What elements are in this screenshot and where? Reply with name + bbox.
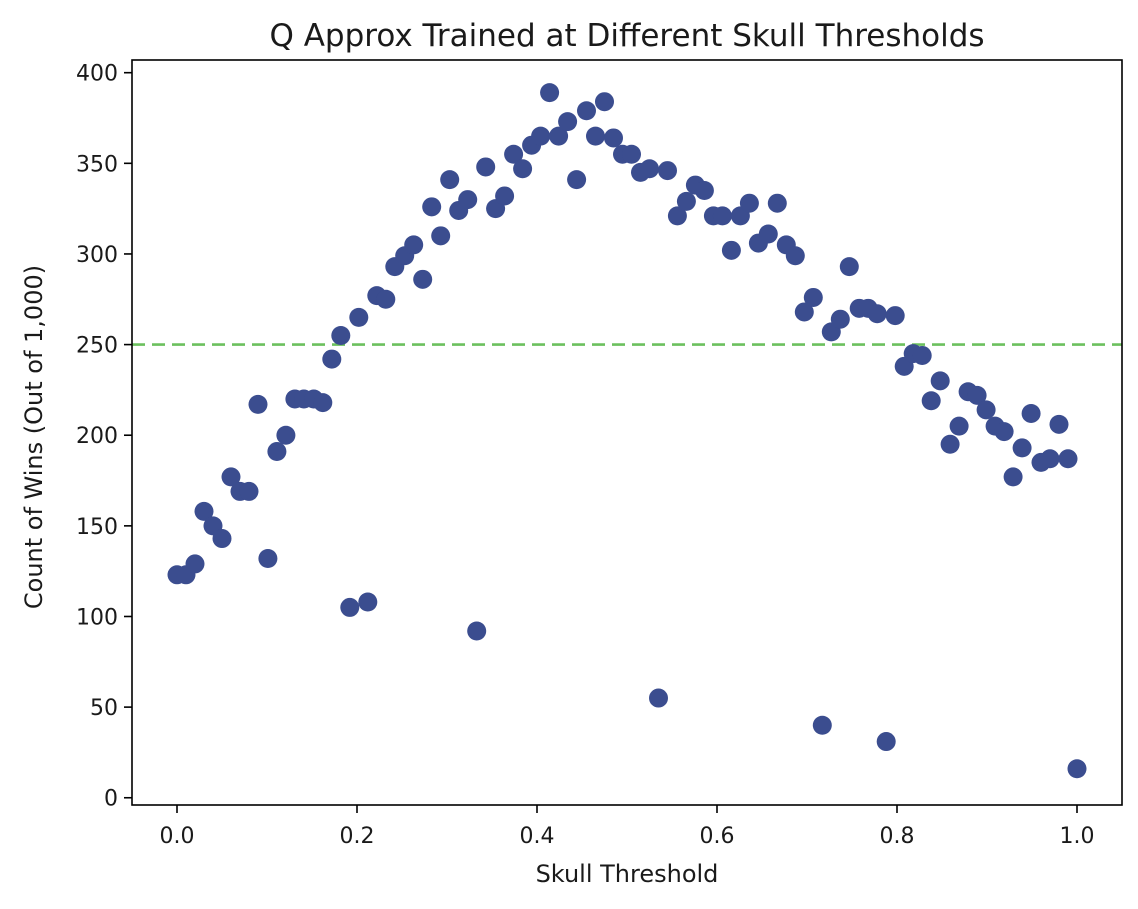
data-point: [930, 371, 950, 391]
data-point: [940, 434, 960, 454]
data-point: [513, 159, 533, 179]
data-point: [912, 345, 932, 365]
data-point: [1021, 403, 1041, 423]
data-point: [267, 442, 287, 462]
data-point: [694, 181, 714, 201]
data-point: [431, 226, 451, 246]
data-point: [885, 306, 905, 326]
data-point: [921, 391, 941, 411]
data-point: [476, 157, 496, 177]
data-point: [1058, 449, 1078, 469]
data-point: [721, 240, 741, 260]
y-tick-label: 250: [76, 334, 118, 359]
data-point: [258, 548, 278, 568]
data-point: [404, 235, 424, 255]
axes: 0.0 0.2 0.4 0.6 0.8 1.0 0 50 100 150 200 250 300 350 4…: [76, 59, 1123, 849]
data-point: [358, 592, 378, 612]
data-point: [803, 287, 823, 307]
data-point: [1012, 438, 1032, 458]
data-point: [812, 715, 832, 735]
x-axis-label: Skull Threshold: [536, 860, 719, 888]
data-point: [331, 326, 351, 346]
data-point: [649, 688, 668, 708]
data-point: [322, 349, 342, 369]
data-point: [349, 307, 369, 327]
data-point: [676, 191, 696, 211]
data-point: [604, 128, 623, 148]
data-point: [276, 425, 296, 445]
data-point: [658, 161, 677, 181]
data-point: [712, 206, 732, 226]
data-point: [422, 197, 442, 217]
data-point: [413, 269, 433, 289]
data-point: [1040, 449, 1060, 469]
y-tick-label: 400: [76, 62, 118, 87]
data-point: [758, 224, 778, 244]
data-point: [239, 481, 259, 501]
plot-frame: [131, 59, 1123, 806]
data-point: [440, 170, 460, 190]
data-point: [876, 732, 896, 752]
data-point: [212, 529, 232, 549]
data-point: [376, 289, 396, 309]
data-point: [567, 170, 587, 190]
x-tick-label: 0.6: [700, 824, 735, 849]
y-axis-label: Count of Wins (Out of 1,000): [20, 265, 48, 609]
data-point: [994, 422, 1014, 442]
data-point: [595, 92, 614, 112]
x-tick-label: 0.0: [160, 824, 195, 849]
data-point: [531, 126, 551, 146]
data-point: [558, 112, 578, 132]
data-point: [976, 400, 996, 420]
data-point: [967, 385, 987, 405]
x-tick-label: 0.2: [340, 824, 375, 849]
data-point: [867, 304, 887, 324]
y-tick-label: 150: [76, 515, 118, 540]
data-point: [504, 144, 524, 164]
data-point: [248, 394, 268, 414]
data-point: [839, 257, 859, 277]
data-point: [577, 101, 596, 121]
y-tick-label: 350: [76, 152, 118, 177]
data-point: [1003, 467, 1023, 487]
data-point: [640, 159, 659, 179]
data-point: [340, 597, 360, 617]
y-tick-label: 0: [104, 787, 118, 812]
data-point: [794, 302, 814, 322]
data-point: [540, 83, 560, 103]
data-point: [667, 206, 687, 226]
data-point: [194, 501, 214, 521]
data-point: [221, 467, 241, 487]
y-tick-label: 200: [76, 424, 118, 449]
data-point: [949, 416, 969, 436]
data-point: [185, 554, 205, 574]
data-point: [313, 393, 333, 413]
x-tick-label: 1.0: [1060, 824, 1095, 849]
data-point: [1067, 759, 1087, 779]
data-point: [739, 193, 759, 213]
data-point: [622, 144, 641, 164]
y-tick-label: 50: [90, 696, 118, 721]
x-tick-label: 0.8: [880, 824, 915, 849]
data-point: [586, 126, 605, 146]
y-tick-label: 100: [76, 605, 118, 630]
y-tick-label: 300: [76, 243, 118, 268]
data-point: [830, 309, 850, 329]
data-point: [458, 190, 478, 210]
data-point: [785, 246, 805, 266]
data-point: [549, 126, 569, 146]
data-point: [767, 193, 787, 213]
x-tick-label: 0.4: [520, 824, 555, 849]
data-point: [467, 621, 487, 641]
data-point: [1049, 414, 1069, 434]
chart-title: Q Approx Trained at Different Skull Thre…: [269, 18, 984, 54]
data-point: [495, 186, 515, 206]
plot-area: [132, 83, 1122, 779]
